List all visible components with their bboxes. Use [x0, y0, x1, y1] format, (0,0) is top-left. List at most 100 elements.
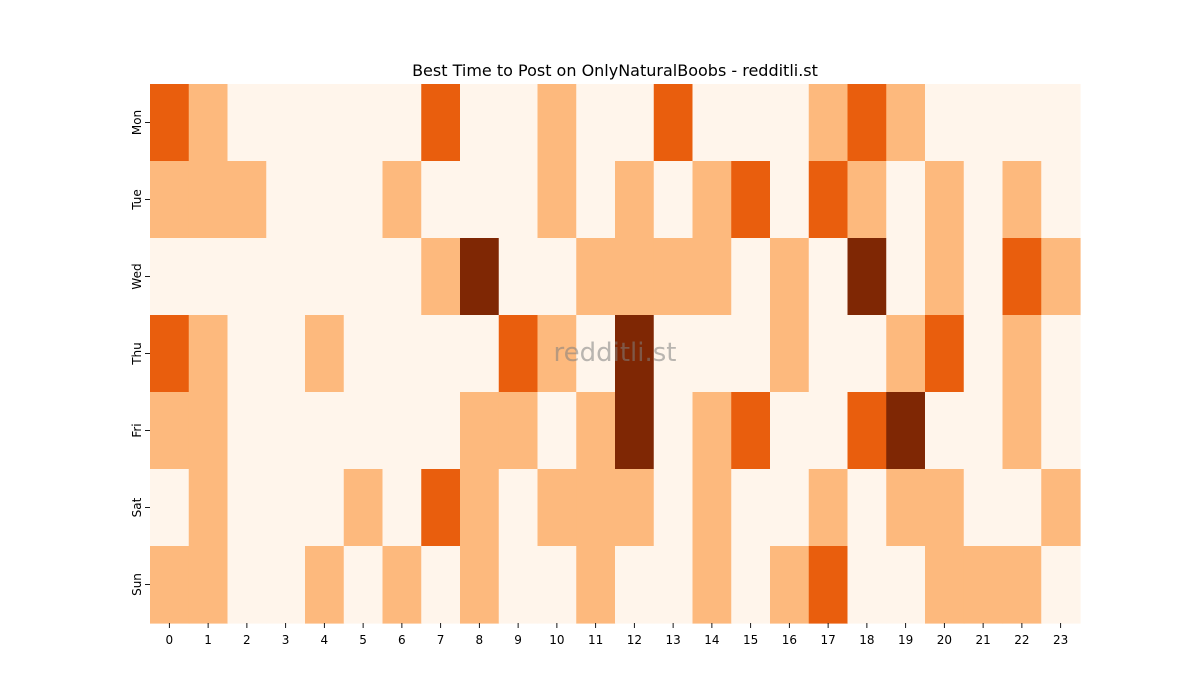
- x-tick-label: 1: [204, 633, 212, 647]
- heatmap-cell-sun-15: [731, 546, 771, 624]
- heatmap-cell-thu-2: [227, 315, 267, 393]
- heatmap-cell-wed-8: [460, 238, 500, 316]
- heatmap-cell-fri-1: [188, 392, 229, 470]
- heatmap-cell-sun-0: [150, 546, 190, 624]
- heatmap-cell-wed-13: [653, 238, 694, 316]
- heatmap-cell-sun-13: [653, 546, 694, 624]
- heatmap-cell-sun-17: [808, 546, 849, 624]
- heatmap-cell-sat-2: [227, 469, 267, 547]
- x-tick-label: 21: [975, 633, 990, 647]
- heatmap-cell-sun-5: [343, 546, 384, 624]
- heatmap-cell-fri-17: [808, 392, 849, 470]
- heatmap-cell-mon-8: [460, 84, 500, 162]
- heatmap-cell-mon-10: [537, 84, 577, 162]
- heatmap-cell-tue-9: [498, 161, 539, 239]
- x-tick-label: 8: [476, 633, 484, 647]
- heatmap-cell-sun-23: [1041, 546, 1081, 624]
- x-tick-label: 15: [743, 633, 758, 647]
- heatmap-cell-sun-22: [1002, 546, 1042, 624]
- y-tick-label: Wed: [130, 263, 144, 289]
- heatmap-cell-sun-12: [615, 546, 655, 624]
- heatmap-cell-wed-14: [692, 238, 732, 316]
- heatmap-cell-thu-16: [770, 315, 810, 393]
- heatmap-cell-tue-14: [692, 161, 732, 239]
- heatmap-cell-wed-5: [343, 238, 384, 316]
- heatmap-cell-fri-23: [1041, 392, 1081, 470]
- heatmap-cell-mon-18: [847, 84, 887, 162]
- heatmap-cell-tue-0: [150, 161, 190, 239]
- heatmap-cell-mon-16: [770, 84, 810, 162]
- heatmap-cell-mon-14: [692, 84, 732, 162]
- heatmap-cell-thu-17: [808, 315, 849, 393]
- heatmap-cell-mon-20: [925, 84, 965, 162]
- heatmap-cell-sat-17: [808, 469, 849, 547]
- heatmap-cell-wed-17: [808, 238, 849, 316]
- heatmap-cell-tue-3: [266, 161, 306, 239]
- y-tick-label: Mon: [130, 110, 144, 135]
- heatmap-cell-mon-6: [382, 84, 422, 162]
- heatmap-cell-sun-18: [847, 546, 887, 624]
- heatmap-cell-sun-8: [460, 546, 500, 624]
- heatmap-cell-wed-0: [150, 238, 190, 316]
- heatmap-cell-mon-4: [305, 84, 345, 162]
- heatmap-cell-fri-12: [615, 392, 655, 470]
- heatmap-cell-tue-13: [653, 161, 694, 239]
- heatmap-cell-wed-7: [421, 238, 461, 316]
- x-tick-label: 5: [359, 633, 367, 647]
- heatmap-cell-fri-14: [692, 392, 732, 470]
- heatmap-cell-mon-12: [615, 84, 655, 162]
- heatmap-cell-mon-5: [343, 84, 384, 162]
- y-tick-label: Sat: [130, 497, 144, 517]
- heatmap-cell-sat-22: [1002, 469, 1042, 547]
- heatmap-cell-mon-0: [150, 84, 190, 162]
- heatmap-cell-sat-7: [421, 469, 461, 547]
- x-tick-label: 3: [282, 633, 290, 647]
- heatmap-cell-mon-22: [1002, 84, 1042, 162]
- heatmap-cell-thu-20: [925, 315, 965, 393]
- heatmap-cell-fri-10: [537, 392, 577, 470]
- x-tick-label: 12: [627, 633, 642, 647]
- heatmap-cell-mon-19: [886, 84, 926, 162]
- x-tick-label: 10: [549, 633, 564, 647]
- heatmap-cell-thu-19: [886, 315, 926, 393]
- heatmap-cell-mon-7: [421, 84, 461, 162]
- heatmap-cell-tue-1: [188, 161, 229, 239]
- heatmap-cell-fri-4: [305, 392, 345, 470]
- heatmap-cell-sun-9: [498, 546, 539, 624]
- heatmap-cell-sat-13: [653, 469, 694, 547]
- heatmap-cell-mon-17: [808, 84, 849, 162]
- heatmap-cell-sun-21: [963, 546, 1004, 624]
- y-axis: Mon Tue Wed Thu Fri Sat Sun: [130, 110, 150, 596]
- heatmap-cells: [150, 84, 1081, 624]
- heatmap-cell-tue-17: [808, 161, 849, 239]
- heatmap-cell-fri-9: [498, 392, 539, 470]
- x-tick-label: 14: [704, 633, 719, 647]
- heatmap-cell-wed-4: [305, 238, 345, 316]
- heatmap-cell-wed-10: [537, 238, 577, 316]
- heatmap-cell-wed-16: [770, 238, 810, 316]
- heatmap-cell-sat-6: [382, 469, 422, 547]
- heatmap-cell-mon-11: [576, 84, 616, 162]
- heatmap-cell-thu-15: [731, 315, 771, 393]
- heatmap-cell-wed-1: [188, 238, 229, 316]
- heatmap-cell-sat-11: [576, 469, 616, 547]
- x-tick-label: 22: [1014, 633, 1029, 647]
- heatmap-cell-thu-21: [963, 315, 1004, 393]
- heatmap-cell-fri-22: [1002, 392, 1042, 470]
- heatmap-cell-thu-22: [1002, 315, 1042, 393]
- heatmap-cell-wed-6: [382, 238, 422, 316]
- heatmap-cell-thu-14: [692, 315, 732, 393]
- heatmap-cell-thu-13: [653, 315, 694, 393]
- heatmap-cell-tue-8: [460, 161, 500, 239]
- heatmap-cell-wed-23: [1041, 238, 1081, 316]
- heatmap-cell-sat-10: [537, 469, 577, 547]
- heatmap-cell-fri-13: [653, 392, 694, 470]
- x-axis: 0 1 2 3 4 5 6 7 8 9 10 11 12 13 14 15 16 17 18 19 20 21 22 23: [166, 623, 1068, 647]
- heatmap-cell-mon-1: [188, 84, 229, 162]
- heatmap-cell-tue-22: [1002, 161, 1042, 239]
- heatmap-cell-tue-2: [227, 161, 267, 239]
- heatmap-cell-wed-15: [731, 238, 771, 316]
- heatmap-cell-sat-14: [692, 469, 732, 547]
- heatmap-cell-mon-21: [963, 84, 1004, 162]
